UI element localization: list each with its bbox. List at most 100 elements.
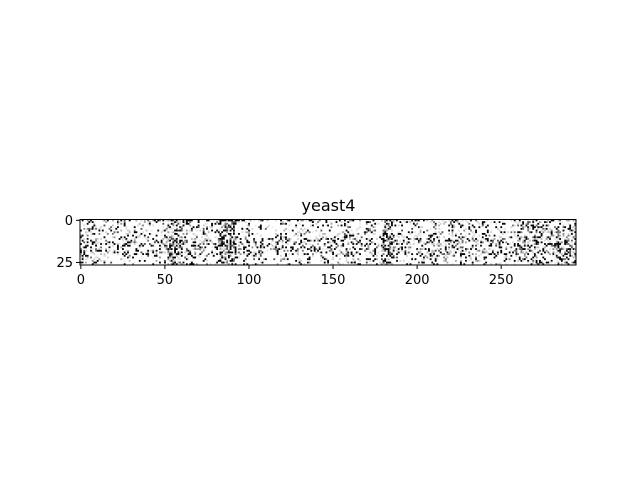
heatmap-cell [421,253,424,256]
heatmap-cell [233,222,235,225]
heatmap-cell [438,249,440,252]
heatmap-cell [227,243,230,245]
heatmap-cell [461,253,464,256]
heatmap-cell [549,243,551,245]
heatmap-cell [229,238,232,240]
heatmap-cell [470,219,472,222]
heatmap-cell [372,241,375,244]
heatmap-cell [177,251,180,254]
heatmap-cell [194,248,197,250]
heatmap-cell [179,222,182,225]
heatmap-cell [539,231,541,234]
heatmap-cell [81,258,84,261]
heatmap-cell [233,226,235,229]
heatmap-cell [431,241,434,244]
heatmap-cell [234,221,237,224]
heatmap-cell [530,263,533,266]
heatmap-cell [91,221,94,224]
heatmap-cell [303,253,306,256]
heatmap-cell [308,261,311,264]
heatmap-cell [254,254,257,257]
heatmap-cell [177,261,180,264]
heatmap-cell [396,259,398,262]
heatmap-cell [409,246,412,249]
heatmap-cell [246,243,249,245]
heatmap-cell [227,244,230,247]
heatmap-cell [96,249,99,252]
heatmap-cell [296,231,299,234]
heatmap-cell [184,243,187,245]
heatmap-cell [510,249,513,252]
heatmap-cell [288,229,291,232]
heatmap-cell [384,231,387,234]
heatmap-cell [276,248,279,250]
heatmap-cell [574,231,577,234]
heatmap-cell [116,251,119,254]
heatmap-cell [169,219,171,222]
heatmap-cell [355,227,358,230]
heatmap-cell [217,231,220,234]
heatmap-cell [91,243,94,245]
heatmap-cell [520,246,523,249]
heatmap-cell [375,258,378,261]
heatmap-cell [569,248,572,250]
heatmap-cell [273,258,276,261]
heatmap-cell [98,232,101,235]
heatmap-cell [476,243,479,245]
heatmap-cell [182,241,185,244]
heatmap-cell [456,239,459,242]
heatmap-cell [535,239,538,242]
heatmap-cell [185,249,188,252]
heatmap-cell [286,263,289,266]
heatmap-cell [185,232,188,235]
heatmap-cell [451,232,454,235]
heatmap-cell [557,236,560,239]
heatmap-cell [409,222,412,225]
heatmap-cell [288,239,291,242]
heatmap-cell [471,263,474,266]
heatmap-cell [439,251,442,254]
heatmap-cell [565,253,568,256]
heatmap-cell [517,234,519,237]
heatmap-cell [419,241,422,244]
heatmap-cell [248,232,250,235]
heatmap-cell [433,263,435,266]
heatmap-cell [91,232,94,235]
heatmap-cell [147,219,150,222]
heatmap-cell [505,263,508,266]
heatmap-cell [345,254,348,257]
heatmap-cell [100,226,103,229]
heatmap-cell [439,222,442,225]
heatmap-cell [399,241,402,244]
heatmap-cell [296,249,299,252]
heatmap-cell [480,259,482,262]
heatmap-cell [491,241,494,244]
heatmap-cell [396,243,398,245]
heatmap-cell [308,258,311,261]
heatmap-cell [325,248,328,250]
heatmap-cell [233,221,235,224]
heatmap-cell [540,229,543,232]
heatmap-cell [157,241,160,244]
heatmap-cell [118,221,121,224]
heatmap-cell [165,239,168,242]
heatmap-cell [528,232,531,235]
heatmap-cell [113,226,116,229]
heatmap-cell [337,232,340,235]
heatmap-cell [285,222,287,225]
heatmap-cell [423,243,425,245]
heatmap-cell [375,254,378,257]
heatmap-cell [433,221,435,224]
heatmap-cell [549,231,551,234]
heatmap-cell [384,249,387,252]
heatmap-cell [555,263,558,266]
heatmap-cell [145,253,148,256]
heatmap-cell [172,244,175,247]
heatmap-cell [404,253,407,256]
heatmap-cell [116,243,119,245]
heatmap-cell [333,239,336,242]
heatmap-cell [244,221,247,224]
heatmap-cell [241,227,244,230]
heatmap-cell [372,219,375,222]
heatmap-cell [138,241,141,244]
